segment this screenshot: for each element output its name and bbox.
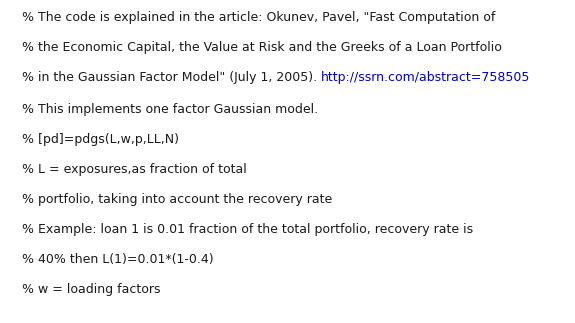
Text: % L = exposures,as fraction of total: % L = exposures,as fraction of total	[22, 163, 247, 176]
Text: % portfolio, taking into account the recovery rate: % portfolio, taking into account the rec…	[22, 193, 332, 206]
Text: % The code is explained in the article: Okunev, Pavel, "Fast Computation of: % The code is explained in the article: …	[22, 12, 496, 25]
Text: % [pd]=pdgs(L,w,p,LL,N): % [pd]=pdgs(L,w,p,LL,N)	[22, 133, 179, 147]
Text: % Example: loan 1 is 0.01 fraction of the total portfolio, recovery rate is: % Example: loan 1 is 0.01 fraction of th…	[22, 224, 473, 236]
Text: http://ssrn.com/abstract=758505: http://ssrn.com/abstract=758505	[321, 71, 531, 85]
Text: % in the Gaussian Factor Model" (July 1, 2005).: % in the Gaussian Factor Model" (July 1,…	[22, 71, 321, 85]
Text: % This implements one factor Gaussian model.: % This implements one factor Gaussian mo…	[22, 103, 318, 117]
Text: % 40% then L(1)=0.01*(1-0.4): % 40% then L(1)=0.01*(1-0.4)	[22, 254, 214, 266]
Text: % the Economic Capital, the Value at Risk and the Greeks of a Loan Portfolio: % the Economic Capital, the Value at Ris…	[22, 41, 502, 55]
Text: % w = loading factors: % w = loading factors	[22, 284, 160, 297]
